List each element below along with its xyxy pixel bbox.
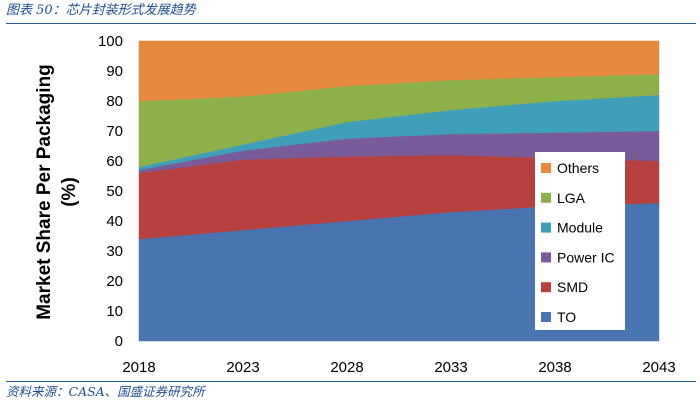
legend-box — [535, 152, 625, 330]
x-tick-label: 2023 — [226, 359, 259, 376]
y-tick-label: 100 — [98, 33, 123, 50]
y-tick-label: 90 — [106, 63, 123, 80]
x-tick-label: 2033 — [434, 359, 467, 376]
source-note: 资料来源：CASA、国盛证券研究所 — [6, 381, 696, 402]
figure-caption: 图表 50：芯片封装形式发展趋势 — [6, 1, 696, 24]
y-axis-ticks: 0 10 20 30 40 50 60 70 80 90 100 — [98, 33, 123, 350]
x-axis-ticks: 2018 2023 2028 2033 2038 2043 — [122, 359, 675, 376]
legend-label-to: TO — [557, 309, 576, 325]
legend-swatch-power-ic — [541, 252, 551, 263]
legend-label-smd: SMD — [557, 279, 588, 295]
y-tick-label: 70 — [106, 123, 123, 140]
y-tick-label: 10 — [106, 303, 123, 320]
legend-swatch-to — [541, 312, 551, 322]
legend-swatch-smd — [541, 282, 551, 293]
area-others — [138, 40, 660, 102]
x-tick-label: 2028 — [330, 359, 363, 376]
legend-label-module: Module — [557, 220, 603, 236]
x-tick-label: 2043 — [642, 359, 675, 376]
chart-legend: Others LGA Module Power IC SMD TO — [535, 152, 625, 330]
y-axis-label-line1: Market Share Per Packaging — [34, 64, 55, 320]
y-tick-label: 60 — [106, 153, 123, 170]
legend-label-others: Others — [557, 160, 599, 176]
y-tick-label: 40 — [106, 213, 123, 230]
y-axis-label-line2: (%) — [59, 177, 80, 207]
legend-label-lga: LGA — [557, 190, 586, 206]
x-tick-label: 2038 — [538, 359, 571, 376]
legend-label-power-ic: Power IC — [557, 249, 615, 265]
y-tick-label: 20 — [106, 273, 123, 290]
y-tick-label: 50 — [106, 183, 123, 200]
y-axis-title: Market Share Per Packaging (%) — [34, 64, 80, 320]
legend-swatch-lga — [541, 192, 551, 203]
x-tick-label: 2018 — [122, 359, 155, 376]
chart-areas — [138, 40, 660, 342]
legend-swatch-module — [541, 222, 551, 233]
y-tick-label: 0 — [115, 333, 123, 350]
legend-swatch-others — [541, 163, 551, 173]
y-tick-label: 30 — [106, 243, 123, 260]
y-tick-label: 80 — [106, 93, 123, 110]
